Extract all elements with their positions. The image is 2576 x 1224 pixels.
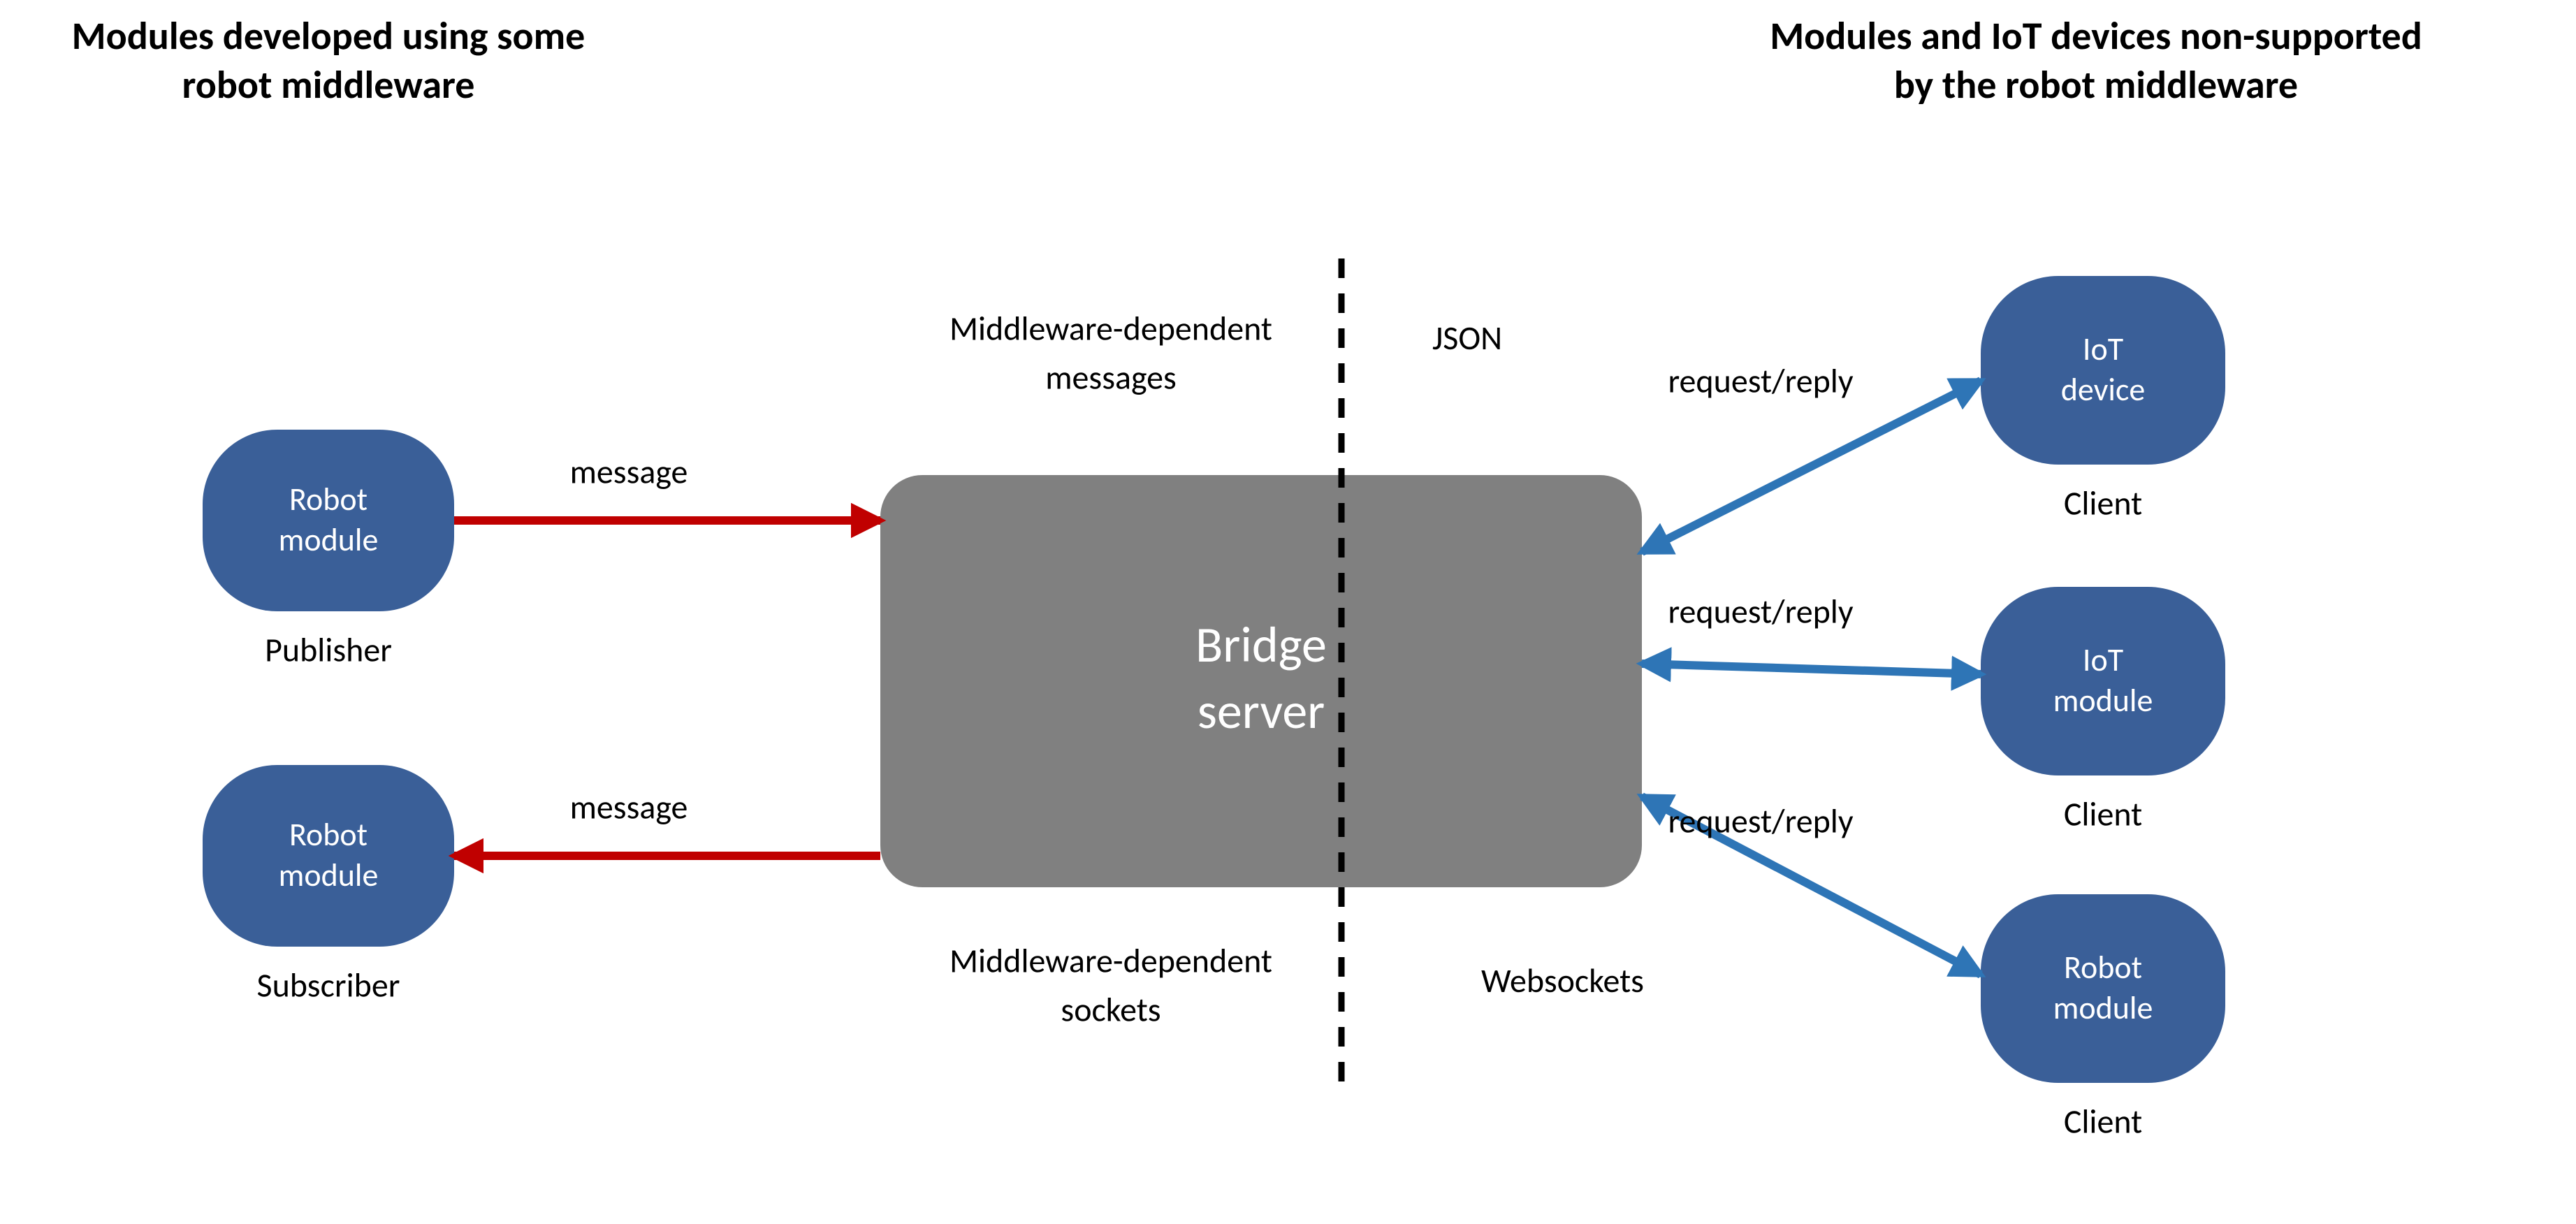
arrow-iot-module-label: request/reply [1668,590,1853,632]
node-iot_module: IoTmodule [1981,587,2225,775]
server-line1: Bridge [1195,614,1327,676]
node-robot_mod-line1: Robot [2064,948,2142,987]
header-left-line2: robot middleware [182,61,475,109]
label-json: JSON [1432,317,1502,358]
server-line2: server [1198,680,1325,742]
node-robot_mod-role: Client [2064,1100,2142,1142]
arrow-publish-label: message [570,451,688,492]
node-iot_module-role: Client [2064,793,2142,834]
node-publisher-role: Publisher [265,629,392,670]
node-iot_device-line1: IoT [2083,330,2123,369]
node-robot_mod-line2: module [2053,989,2153,1028]
label-mw-messages-1: Middleware-dependent [949,307,1272,349]
node-iot_device: IoTdevice [1981,276,2225,465]
node-iot_device-line2: device [2061,370,2146,409]
header-right-line1: Modules and IoT devices non-supported [1770,13,2422,60]
arrow-iot-module [1642,664,1981,674]
label-mw-sockets-2: sockets [1061,989,1160,1030]
node-subscriber-role: Subscriber [257,964,400,1005]
arrow-iot-device-label: request/reply [1668,360,1853,401]
node-publisher-line1: Robot [289,480,368,519]
node-subscriber-line2: module [279,856,379,895]
node-iot_device-role: Client [2064,482,2142,523]
node-robot_mod: Robotmodule [1981,894,2225,1083]
arrow-robot-module-label: request/reply [1668,800,1853,841]
node-publisher: Robotmodule [203,430,454,611]
node-subscriber-line1: Robot [289,815,368,854]
arrow-iot-device [1642,381,1981,552]
node-iot_module-line2: module [2053,681,2153,720]
arrow-subscribe-label: message [570,786,688,827]
bridge-server: Bridgeserver [880,475,1642,887]
header-right-line2: by the robot middleware [1894,61,2298,109]
label-mw-sockets-1: Middleware-dependent [949,940,1272,981]
label-mw-messages-2: messages [1045,356,1177,398]
node-publisher-line2: module [279,520,379,560]
header-left-line1: Modules developed using some [72,13,585,60]
node-iot_module-line1: IoT [2083,641,2123,680]
label-websockets: Websockets [1481,960,1644,1001]
node-subscriber: Robotmodule [203,765,454,947]
